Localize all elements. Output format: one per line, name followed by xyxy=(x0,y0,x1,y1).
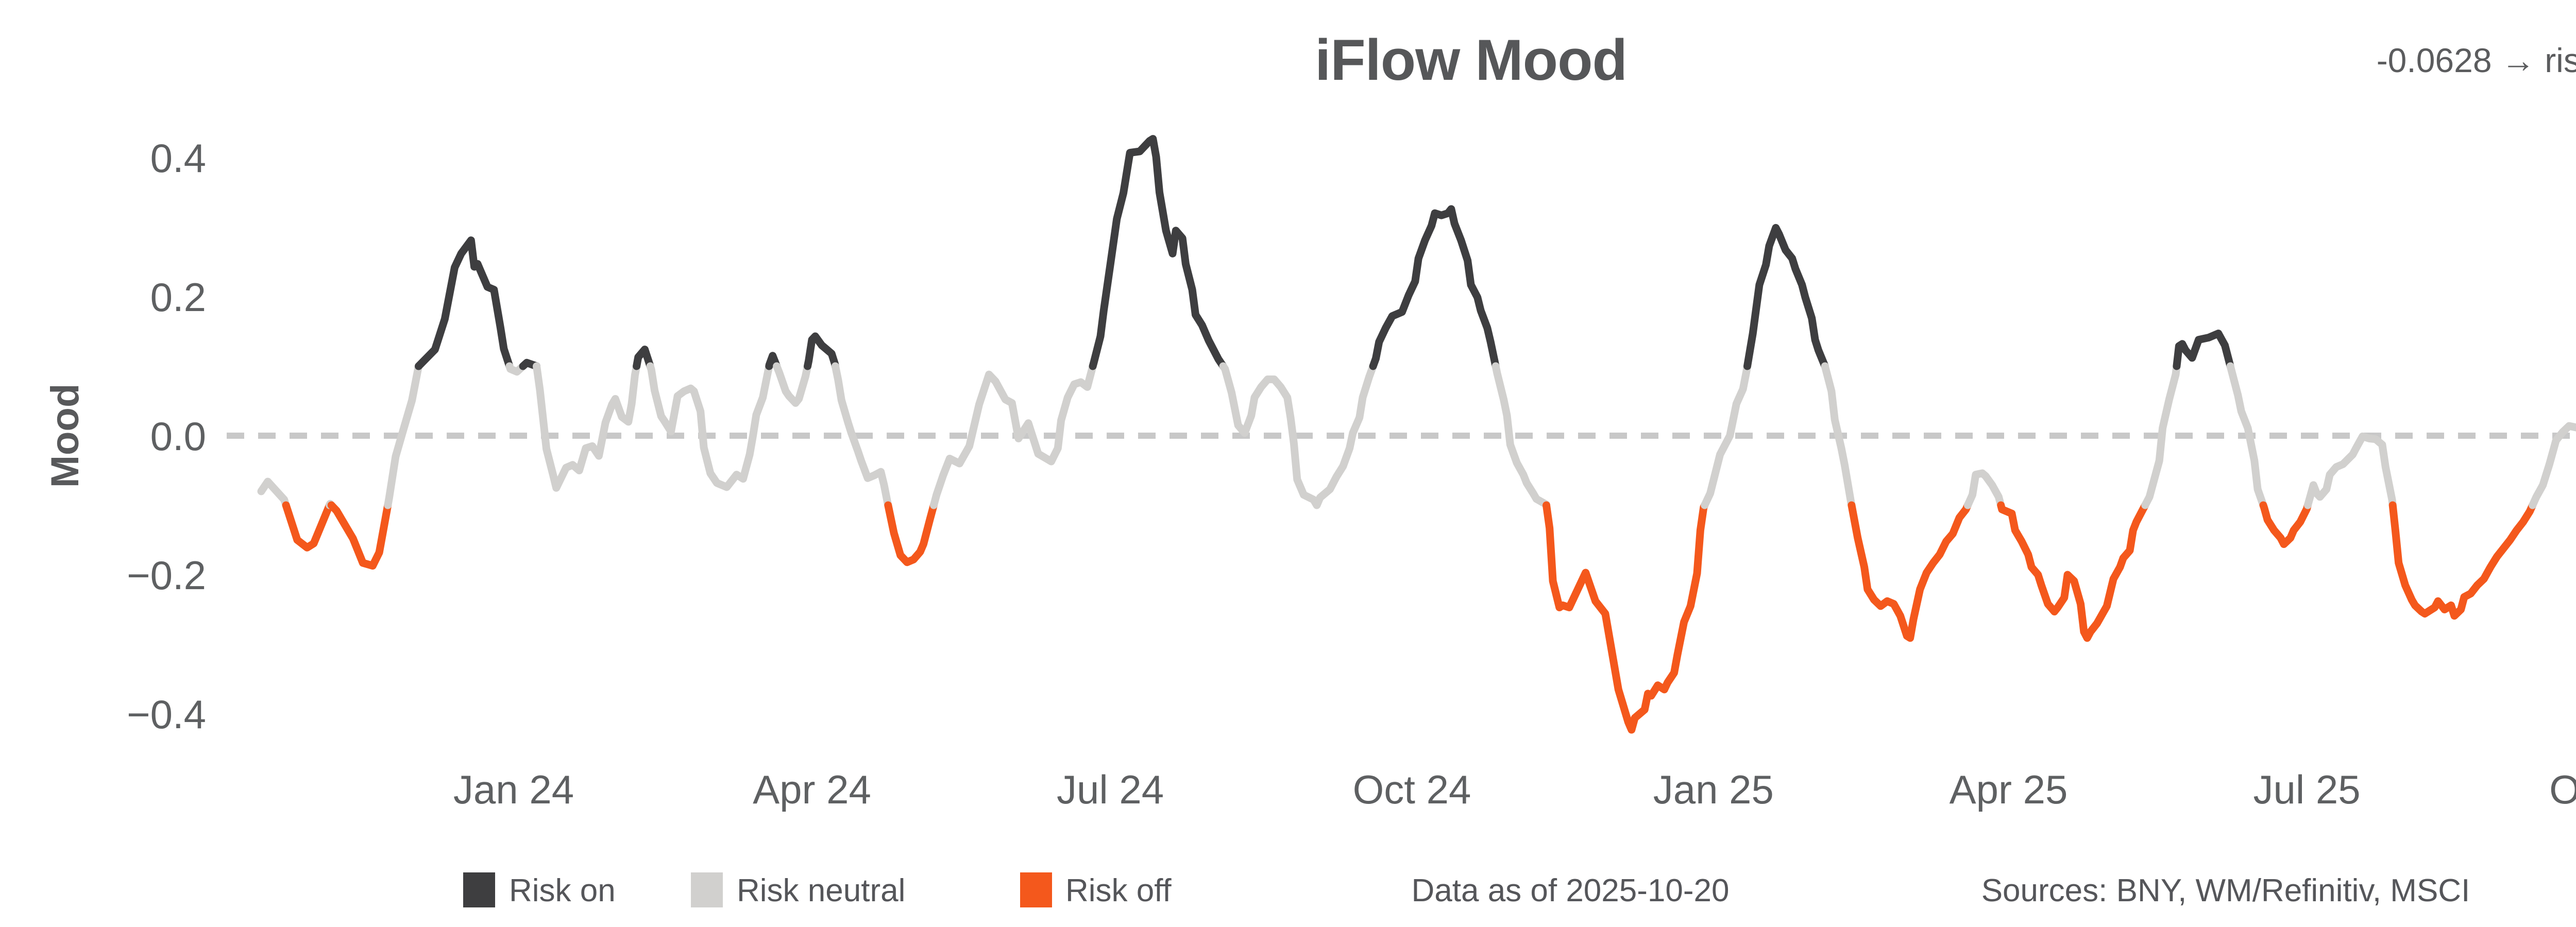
mood-line-segment xyxy=(2303,432,2397,509)
mood-line-segment xyxy=(2226,362,2267,509)
mood-line-segment xyxy=(633,346,654,370)
legend-swatch-risk-off xyxy=(1020,872,1052,907)
mood-line-segment xyxy=(804,332,839,370)
mood-line-segment xyxy=(1089,135,1227,370)
latest-value-annotation: -0.0628 → risk neutral xyxy=(2377,41,2576,79)
y-tick-label: −0.2 xyxy=(127,553,206,598)
mood-line-segment xyxy=(1821,362,1856,509)
y-axis-title: Mood xyxy=(43,384,87,488)
mood-line-segment xyxy=(1701,362,1751,509)
x-tick-label: Oct 24 xyxy=(1353,767,1471,812)
mood-line-segment xyxy=(2388,501,2537,620)
mood-line-segment xyxy=(929,362,1097,509)
x-tick-labels: Jan 24 Apr 24 Jul 24 Oct 24 Jan 25 Apr 25 Jul … xyxy=(453,767,2576,812)
sources-label: Sources: BNY, WM/Refinitiv, MSCI xyxy=(1981,873,2470,908)
x-tick-label: Jan 24 xyxy=(453,767,574,812)
x-tick-label: Apr 25 xyxy=(1950,767,2068,812)
x-tick-label: Jan 25 xyxy=(1653,767,1774,812)
y-tick-label: 0.4 xyxy=(150,135,206,181)
x-tick-label: Oct 25 xyxy=(2549,767,2576,812)
mood-line-segment xyxy=(2529,422,2576,509)
y-tick-labels: 0.4 0.2 0.0 −0.2 −0.4 xyxy=(127,135,206,737)
mood-line-segment xyxy=(1219,362,1377,509)
legend-swatch-risk-on xyxy=(463,872,495,907)
x-tick-label: Apr 24 xyxy=(753,767,871,812)
mood-line-segment xyxy=(765,352,781,370)
mood-line-segment xyxy=(884,501,938,566)
x-tick-label: Jul 24 xyxy=(1057,767,1164,812)
y-tick-label: 0.2 xyxy=(150,274,206,320)
mood-line-segment xyxy=(505,362,527,376)
mood-line-segment xyxy=(2141,362,2181,509)
mood-line-segment xyxy=(257,477,290,509)
legend: Risk on Risk neutral Risk off xyxy=(463,872,1172,908)
mood-line-segment xyxy=(1543,501,1709,734)
legend-label-risk-neutral: Risk neutral xyxy=(737,873,905,908)
mood-line-segment xyxy=(1848,501,1972,642)
mood-line-segment xyxy=(1997,501,2149,642)
mood-line-segment xyxy=(1743,224,1829,370)
mood-line-segment xyxy=(773,362,811,407)
mood-line-segment xyxy=(415,236,514,370)
mood-line-segment xyxy=(384,362,422,509)
mood-line-segment xyxy=(831,362,892,509)
mood-line-segment xyxy=(2259,501,2312,548)
mood-line-segment xyxy=(327,501,392,570)
legend-label-risk-off: Risk off xyxy=(1065,873,1172,908)
x-tick-label: Jul 25 xyxy=(2253,767,2360,812)
mood-line-segment xyxy=(646,362,773,491)
y-tick-label: −0.4 xyxy=(127,692,206,737)
mood-line-segment xyxy=(533,362,641,492)
legend-label-risk-on: Risk on xyxy=(509,873,616,908)
mood-line-segment xyxy=(1492,362,1550,509)
mood-line-series xyxy=(257,135,2576,734)
chart-title: iFlow Mood xyxy=(1315,28,1627,92)
y-tick-label: 0.0 xyxy=(150,414,206,459)
mood-line-segment xyxy=(1963,469,2005,509)
legend-swatch-risk-neutral xyxy=(691,872,723,907)
mood-line-segment xyxy=(2173,330,2234,370)
mood-line-segment xyxy=(282,501,334,552)
mood-line-segment xyxy=(1369,205,1500,370)
data-as-of-label: Data as of 2025-10-20 xyxy=(1412,873,1730,908)
